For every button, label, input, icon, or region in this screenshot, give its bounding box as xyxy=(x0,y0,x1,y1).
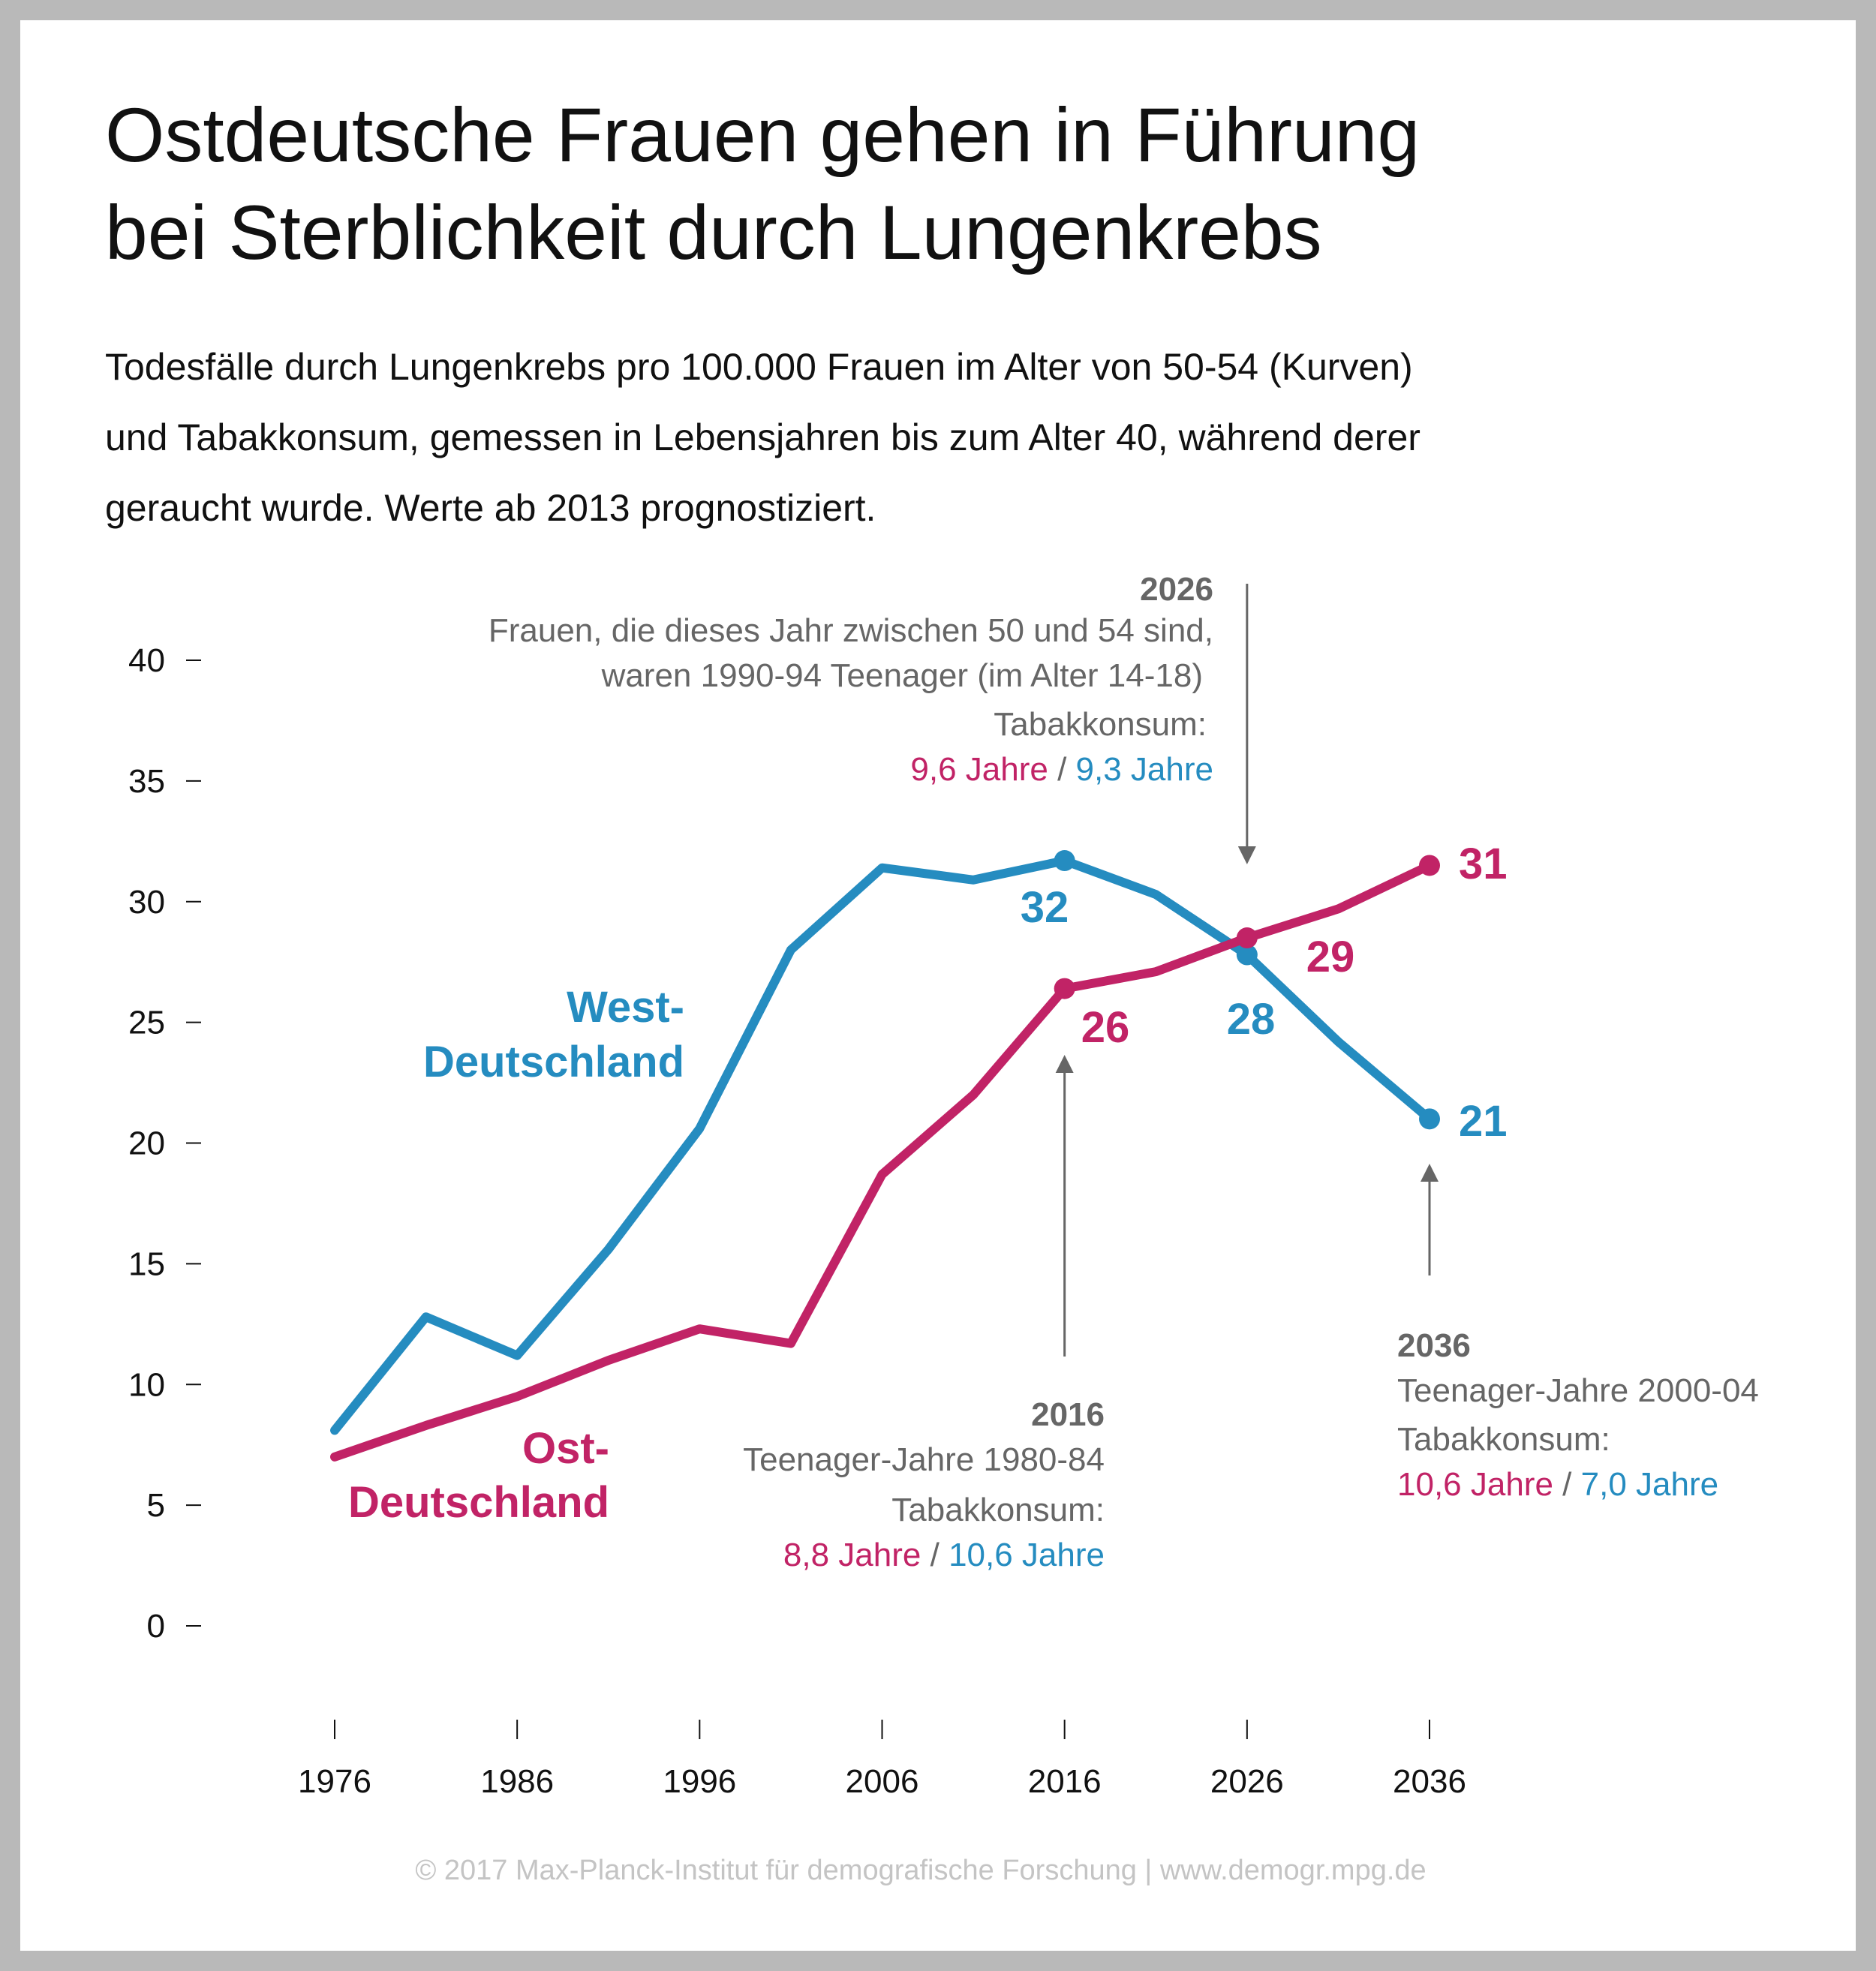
west-value-2036: 21 xyxy=(1459,1097,1508,1146)
x-tick-label: 2036 xyxy=(1393,1763,1466,1800)
west-marker-2036 xyxy=(1419,1108,1440,1130)
x-tick-label: 2006 xyxy=(846,1763,919,1800)
annotation-2036-west-value: 7,0 Jahre xyxy=(1581,1466,1718,1503)
x-tick-label: 1976 xyxy=(298,1763,371,1800)
annotation-2026-line-1: Frauen, die dieses Jahr zwischen 50 und … xyxy=(489,612,1213,649)
annotation-2026-west-value: 9,3 Jahre xyxy=(1076,751,1213,788)
annotation-2036-line-2: Tabakkonsum: xyxy=(1397,1421,1610,1458)
y-tick-label: 30 xyxy=(128,884,165,921)
subtitle-line-3: geraucht wurde. Werte ab 2013 prognostiz… xyxy=(105,487,876,529)
title-line-1: Ostdeutsche Frauen gehen in Führung xyxy=(105,92,1421,178)
annotation-2026-year: 2026 xyxy=(1140,571,1213,608)
y-tick-label: 20 xyxy=(128,1125,165,1162)
annotation-2036-year: 2036 xyxy=(1397,1327,1471,1364)
ost-marker-2026 xyxy=(1236,927,1258,949)
annotation-2036-separator: / xyxy=(1553,1466,1581,1503)
annotation-2016-line-1: Teenager-Jahre 1980-84 xyxy=(743,1441,1105,1478)
annotation-arrows xyxy=(1055,584,1439,1357)
annotation-2026-line-2: waren 1990-94 Teenager (im Alter 14-18) xyxy=(601,657,1203,694)
annotation-2026: 2026 Frauen, die dieses Jahr zwischen 50… xyxy=(489,571,1213,788)
ost-marker-2036 xyxy=(1419,855,1440,876)
west-series-label: West- xyxy=(567,983,684,1032)
x-axis: 1976 1986 1996 2006 2016 2026 2036 xyxy=(298,1720,1466,1800)
footer-credit: © 2017 Max-Planck-Institut für demografi… xyxy=(415,1855,1426,1886)
west-series-line xyxy=(330,856,1434,1435)
y-tick-label: 10 xyxy=(128,1366,165,1403)
west-marker-2016 xyxy=(1054,850,1075,872)
west-marker-2026 xyxy=(1236,944,1258,966)
ost-value-2016: 26 xyxy=(1081,1003,1130,1052)
card-background xyxy=(20,20,1856,1951)
y-axis: 0 5 10 15 20 25 30 35 40 xyxy=(128,642,201,1645)
annotation-2016-ost-value: 8,8 Jahre xyxy=(783,1537,921,1573)
west-value-2016: 32 xyxy=(1021,883,1069,932)
west-value-2026: 28 xyxy=(1227,995,1276,1044)
y-tick-label: 0 xyxy=(147,1608,165,1645)
annotation-2036-ost-value: 10,6 Jahre xyxy=(1397,1466,1553,1503)
annotation-2026-ost-value: 9,6 Jahre xyxy=(910,751,1048,788)
annotation-2016-values: 8,8 Jahre / 10,6 Jahre xyxy=(783,1537,1105,1573)
chart-subtitle: Todesfälle durch Lungenkrebs pro 100.000… xyxy=(105,332,1421,543)
annotation-2016-line-2: Tabakkonsum: xyxy=(891,1492,1105,1528)
subtitle-line-1: Todesfälle durch Lungenkrebs pro 100.000… xyxy=(105,346,1413,388)
west-series-label-2: Deutschland xyxy=(423,1038,684,1086)
annotation-2016: 2016 Teenager-Jahre 1980-84 Tabakkonsum:… xyxy=(743,1396,1105,1573)
x-tick-label: 2016 xyxy=(1028,1763,1102,1800)
subtitle-line-2: und Tabakkonsum, gemessen in Lebensjahre… xyxy=(105,416,1421,458)
series-markers xyxy=(1054,850,1440,1130)
annotation-2026-line-3: Tabakkonsum: xyxy=(994,706,1207,743)
ost-marker-2016 xyxy=(1054,978,1075,999)
ost-value-2026: 29 xyxy=(1306,933,1355,981)
annotation-2016-separator: / xyxy=(921,1537,949,1573)
annotation-2026-values: 9,6 Jahre / 9,3 Jahre xyxy=(910,751,1213,788)
ost-value-2036: 31 xyxy=(1459,840,1508,888)
annotation-2036: 2036 Teenager-Jahre 2000-04 Tabakkonsum:… xyxy=(1397,1327,1759,1503)
title-line-2: bei Sterblichkeit durch Lungenkrebs xyxy=(105,190,1322,275)
ost-series-label-2: Deutschland xyxy=(348,1478,609,1527)
annotation-2036-values: 10,6 Jahre / 7,0 Jahre xyxy=(1397,1466,1718,1503)
y-tick-label: 40 xyxy=(128,642,165,679)
chart-title: Ostdeutsche Frauen gehen in Führung bei … xyxy=(105,86,1420,281)
annotation-2016-year: 2016 xyxy=(1031,1396,1105,1433)
y-tick-label: 15 xyxy=(128,1245,165,1282)
x-tick-label: 1996 xyxy=(663,1763,736,1800)
x-tick-label: 1986 xyxy=(480,1763,554,1800)
y-tick-label: 35 xyxy=(128,763,165,800)
y-tick-label: 25 xyxy=(128,1005,165,1041)
annotation-2016-west-value: 10,6 Jahre xyxy=(949,1537,1105,1573)
ost-series-line xyxy=(330,861,1434,1462)
x-tick-label: 2026 xyxy=(1210,1763,1284,1800)
ost-series-label: Ost- xyxy=(522,1424,609,1473)
annotation-2026-separator: / xyxy=(1048,751,1076,788)
annotation-2036-line-1: Teenager-Jahre 2000-04 xyxy=(1397,1372,1759,1409)
series-lines xyxy=(330,856,1434,1462)
y-tick-label: 5 xyxy=(147,1487,165,1524)
